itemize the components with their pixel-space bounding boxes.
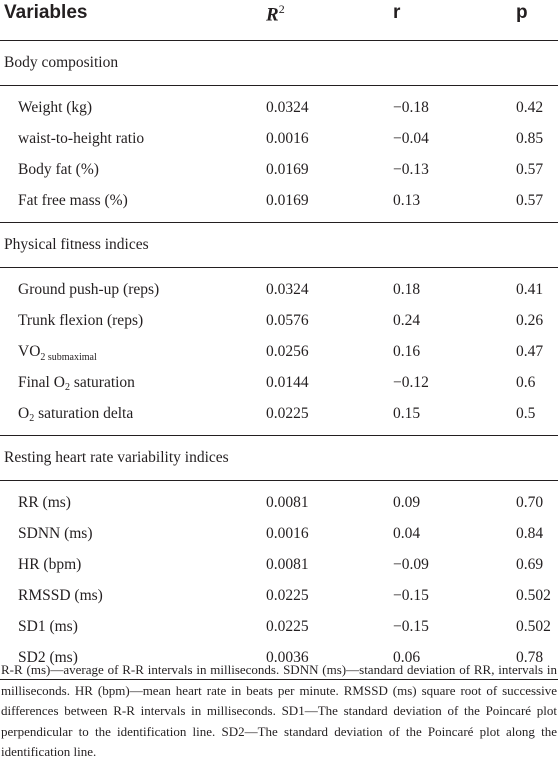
cell-r2: 0.0225: [266, 618, 309, 635]
table-row: O2 saturation delta 0.0225 0.15 0.5: [0, 400, 558, 431]
cell-r2: 0.0169: [266, 192, 309, 209]
cell-r: 0.15: [393, 405, 421, 422]
cell-r2: 0.0225: [266, 587, 309, 604]
cell-variable: Fat free mass (%): [18, 192, 128, 209]
cell-r: −0.15: [393, 587, 429, 604]
table-row: RR (ms) 0.0081 0.09 0.70: [0, 489, 558, 520]
cell-r2: 0.0081: [266, 556, 309, 573]
header-r-squared: R2: [266, 2, 285, 26]
cell-p: 0.70: [516, 494, 544, 511]
table-row: Final O2 saturation 0.0144 −0.12 0.6: [0, 369, 558, 400]
cell-variable: RMSSD (ms): [18, 587, 103, 604]
cell-r: 0.24: [393, 312, 421, 329]
cell-r2: 0.0169: [266, 161, 309, 178]
cell-variable: Body fat (%): [18, 161, 99, 178]
cell-p: 0.57: [516, 161, 544, 178]
table-row: Fat free mass (%) 0.0169 0.13 0.57: [0, 187, 558, 218]
section-title: Physical fitness indices: [0, 223, 558, 268]
table-row: SD2 (ms) 0.0036 0.06 0.78: [0, 644, 558, 675]
table-row: VO2 submaximal 0.0256 0.16 0.47: [0, 338, 558, 369]
cell-p: 0.502: [516, 618, 551, 635]
cell-r: 0.06: [393, 649, 421, 666]
cell-variable: RR (ms): [18, 494, 71, 511]
cell-r2: 0.0016: [266, 130, 309, 147]
cell-r2: 0.0016: [266, 525, 309, 542]
cell-r: −0.09: [393, 556, 429, 573]
cell-r: 0.04: [393, 525, 421, 542]
correlation-table: Variables R2 r p Body composition Weight…: [0, 0, 558, 680]
table-row: Trunk flexion (reps) 0.0576 0.24 0.26: [0, 307, 558, 338]
cell-r2: 0.0576: [266, 312, 309, 329]
cell-r: 0.13: [393, 192, 421, 209]
cell-p: 0.42: [516, 99, 544, 116]
cell-r: −0.15: [393, 618, 429, 635]
cell-r: −0.18: [393, 99, 429, 116]
cell-r2: 0.0036: [266, 649, 309, 666]
cell-variable: SDNN (ms): [18, 525, 93, 542]
cell-variable: VO2 submaximal: [18, 343, 97, 363]
cell-p: 0.84: [516, 525, 544, 542]
cell-variable: Ground push-up (reps): [18, 281, 160, 298]
cell-p: 0.41: [516, 281, 544, 298]
cell-r2: 0.0256: [266, 343, 309, 360]
table-row: HR (bpm) 0.0081 −0.09 0.69: [0, 551, 558, 582]
cell-p: 0.6: [516, 374, 536, 391]
cell-r: −0.04: [393, 130, 429, 147]
cell-p: 0.85: [516, 130, 544, 147]
cell-p: 0.5: [516, 405, 536, 422]
table-row: RMSSD (ms) 0.0225 −0.15 0.502: [0, 582, 558, 613]
table-row: waist-to-height ratio 0.0016 −0.04 0.85: [0, 125, 558, 156]
table-row: SDNN (ms) 0.0016 0.04 0.84: [0, 520, 558, 551]
table-row: Weight (kg) 0.0324 −0.18 0.42: [0, 94, 558, 125]
cell-r2: 0.0081: [266, 494, 309, 511]
cell-variable: O2 saturation delta: [18, 405, 134, 424]
cell-variable: SD2 (ms): [18, 649, 78, 666]
section-title: Body composition: [0, 41, 558, 86]
cell-r: −0.13: [393, 161, 429, 178]
cell-p: 0.78: [516, 649, 544, 666]
cell-p: 0.69: [516, 556, 544, 573]
cell-p: 0.26: [516, 312, 544, 329]
cell-r2: 0.0144: [266, 374, 309, 391]
cell-variable: waist-to-height ratio: [18, 130, 145, 147]
header-variables: Variables: [4, 2, 88, 23]
cell-r: 0.16: [393, 343, 421, 360]
header-p: p: [516, 2, 528, 23]
cell-variable: Final O2 saturation: [18, 374, 135, 393]
table-row: Body fat (%) 0.0169 −0.13 0.57: [0, 156, 558, 187]
section-physical-fitness: Physical fitness indices Ground push-up …: [0, 223, 558, 436]
header-r: r: [393, 2, 401, 23]
cell-r2: 0.0324: [266, 281, 309, 298]
table-row: Ground push-up (reps) 0.0324 0.18 0.41: [0, 276, 558, 307]
table-row: SD1 (ms) 0.0225 −0.15 0.502: [0, 613, 558, 644]
cell-p: 0.502: [516, 587, 551, 604]
cell-r2: 0.0324: [266, 99, 309, 116]
cell-p: 0.47: [516, 343, 544, 360]
table-footnote: R-R (ms)—average of R-R intervals in mil…: [1, 662, 557, 760]
cell-r: 0.09: [393, 494, 421, 511]
cell-r: 0.18: [393, 281, 421, 298]
cell-variable: Trunk flexion (reps): [18, 312, 144, 329]
cell-p: 0.57: [516, 192, 544, 209]
section-body-composition: Body composition Weight (kg) 0.0324 −0.1…: [0, 41, 558, 223]
table-header: Variables R2 r p: [0, 0, 558, 41]
cell-r2: 0.0225: [266, 405, 309, 422]
section-title: Resting heart rate variability indices: [0, 436, 558, 481]
cell-r: −0.12: [393, 374, 429, 391]
section-hrv: Resting heart rate variability indices R…: [0, 436, 558, 680]
cell-variable: HR (bpm): [18, 556, 82, 573]
cell-variable: SD1 (ms): [18, 618, 78, 635]
cell-variable: Weight (kg): [18, 99, 93, 116]
